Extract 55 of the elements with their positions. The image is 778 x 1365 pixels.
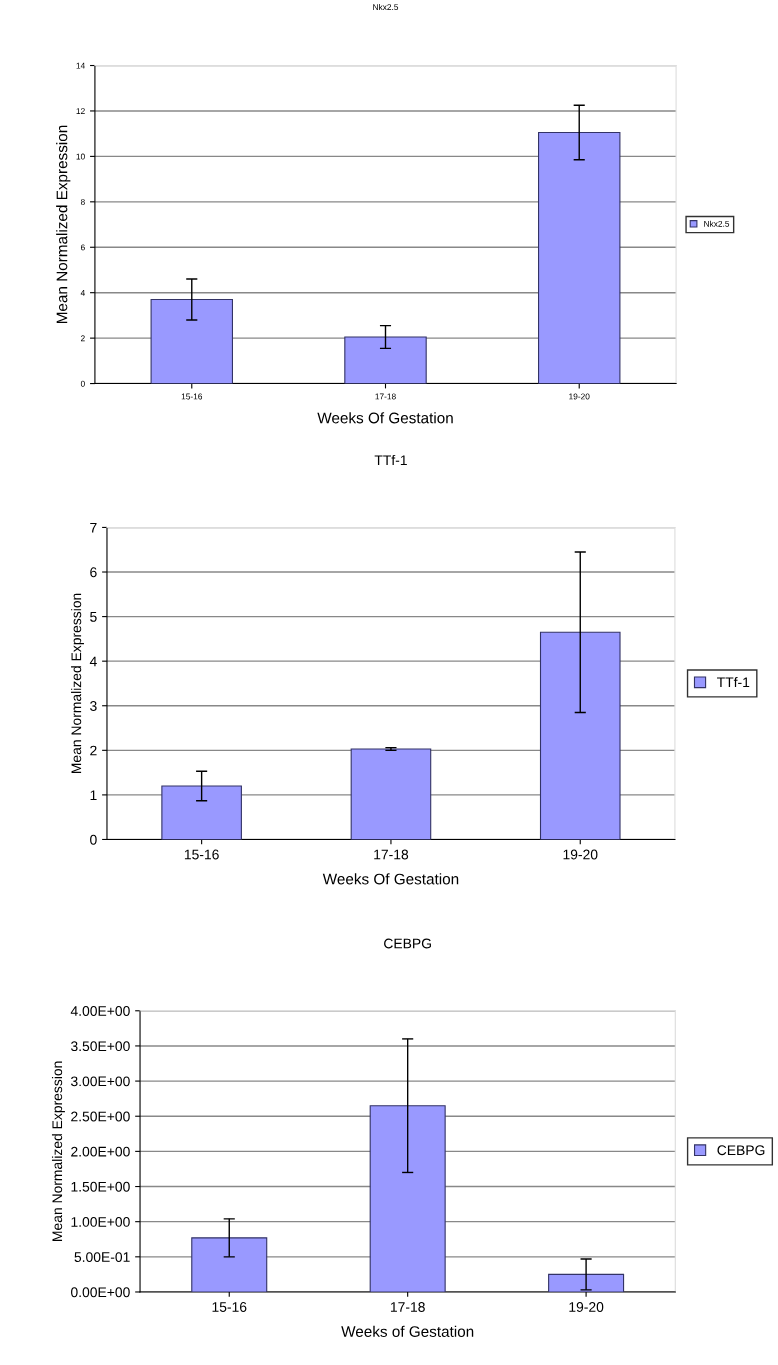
- chart-title: CEBPG: [384, 938, 431, 949]
- y-tick-label: 8: [80, 199, 85, 205]
- y-tick-label: 3.00E+00: [70, 1076, 130, 1087]
- x-tick-label: 15-16: [184, 849, 219, 860]
- y-tick-label: 2.50E+00: [71, 1111, 130, 1122]
- legend-label: TTf-1: [717, 677, 750, 688]
- bar: [539, 631, 621, 840]
- y-tick-label: 5: [90, 612, 97, 622]
- y-tick-label: 0: [90, 834, 97, 845]
- x-tick-label: 19-20: [563, 849, 598, 860]
- y-tick-label: 7: [90, 522, 97, 533]
- legend-label: CEBPG: [717, 1145, 765, 1156]
- bar: [548, 1273, 625, 1292]
- y-tick-label: 12: [76, 108, 85, 114]
- y-tick-label: 2: [90, 745, 97, 756]
- bar: [369, 1105, 446, 1292]
- bar: [344, 336, 427, 384]
- y-tick-label: 2.00E+00: [71, 1146, 130, 1157]
- y-tick-label: 4.00E+00: [70, 1006, 130, 1016]
- x-axis-title: Weeks Of Gestation: [317, 412, 453, 424]
- x-tick-label: 17-18: [375, 393, 396, 400]
- x-tick-label: 17-18: [374, 849, 409, 860]
- chart-title: Nkx2.5: [373, 3, 399, 11]
- y-tick-label: 10: [76, 153, 85, 160]
- x-tick-label: 15-16: [212, 1302, 247, 1312]
- y-tick-label: 3.50E+00: [70, 1041, 130, 1052]
- y-axis-title: Mean Normalized Expression: [51, 1061, 65, 1241]
- bar: [537, 131, 621, 384]
- y-tick-label: 4: [80, 289, 85, 296]
- y-tick-label: 1.50E+00: [71, 1181, 130, 1192]
- y-tick-label: 4: [89, 656, 97, 667]
- y-tick-label: 0.00E+00: [71, 1287, 130, 1298]
- y-tick-label: 6: [90, 567, 97, 578]
- y-tick-label: 5.00E-01: [74, 1252, 130, 1262]
- chart-title: TTf-1: [374, 454, 407, 465]
- y-axis-title: Mean Normalized Expression: [71, 593, 84, 774]
- y-tick-label: 2: [80, 335, 85, 342]
- y-tick-label: 0: [80, 380, 85, 387]
- x-tick-label: 17-18: [390, 1302, 425, 1312]
- x-tick-label: 19-20: [569, 393, 590, 400]
- y-tick-label: 1.00E+00: [71, 1217, 130, 1227]
- x-axis-title: Weeks of Gestation: [341, 1325, 474, 1337]
- bar: [191, 1237, 268, 1292]
- y-tick-label: 14: [76, 62, 85, 69]
- y-tick-label: 1: [90, 790, 97, 800]
- x-tick-label: 15-16: [181, 393, 203, 400]
- x-axis-title: Weeks Of Gestation: [322, 873, 459, 885]
- bar: [350, 748, 432, 840]
- y-tick-label: 6: [80, 244, 85, 251]
- x-tick-label: 19-20: [569, 1302, 604, 1312]
- legend-label: Nkx2.5: [704, 220, 730, 227]
- bar: [150, 298, 234, 384]
- y-axis-title: Mean Normalized Expression: [56, 125, 71, 324]
- y-tick-label: 3: [90, 701, 97, 711]
- bar: [161, 785, 242, 840]
